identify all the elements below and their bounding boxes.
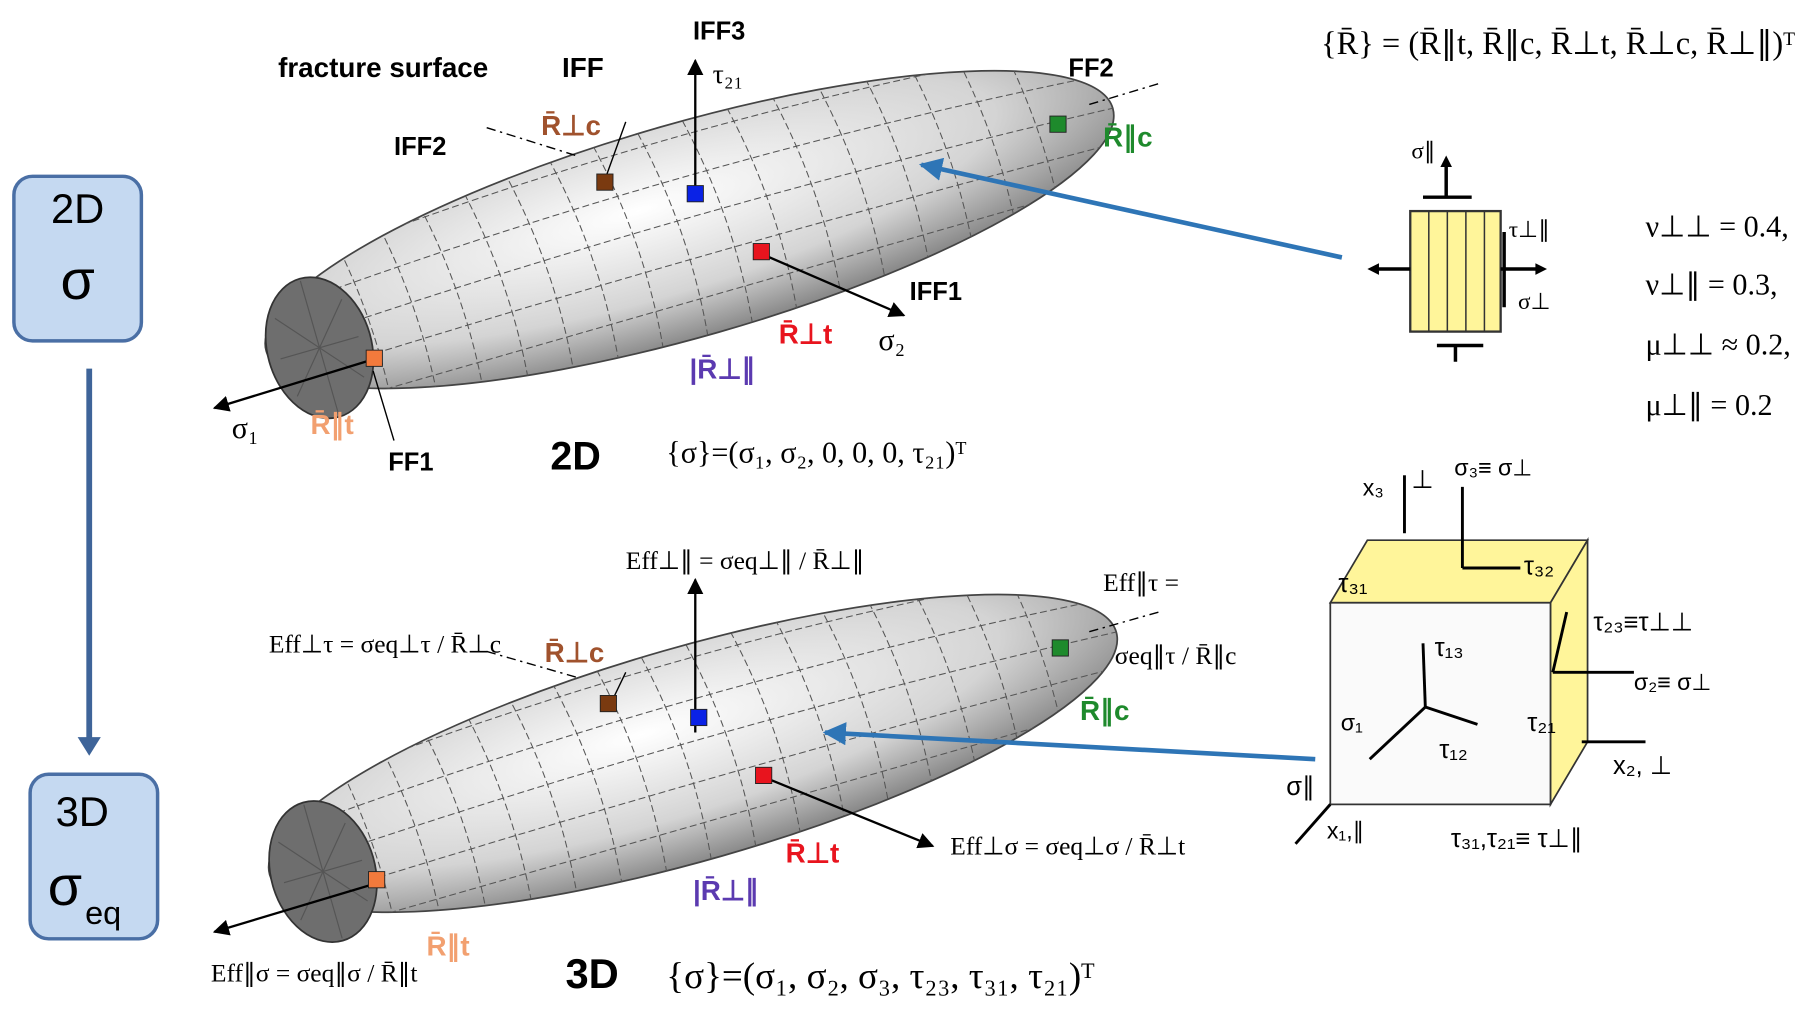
- label: IFF: [562, 52, 604, 83]
- label: σ₂≡ σ⊥: [1634, 669, 1712, 695]
- label: IFF2: [394, 133, 446, 161]
- label: x₃: [1363, 474, 1384, 500]
- label: σ₁: [232, 411, 259, 445]
- label: σ₂: [878, 323, 905, 357]
- label: Eff⊥τ = σeq⊥τ / R̄⊥c: [269, 630, 501, 659]
- label: 3D: [565, 950, 618, 997]
- label: σ∥: [1411, 138, 1435, 164]
- label: ν⊥∥ = 0.3,: [1645, 267, 1777, 301]
- label: x₂, ⊥: [1613, 752, 1672, 780]
- label: σ∥: [1286, 773, 1314, 801]
- label: IFF1: [910, 278, 962, 306]
- label: {σ}=(σ₁, σ₂, 0, 0, 0, τ₂₁)ᵀ: [666, 435, 966, 469]
- label: R̄⊥t: [779, 319, 833, 350]
- label: fracture surface: [278, 52, 488, 83]
- label: Eff∥τ =: [1103, 568, 1179, 597]
- label: R̄∥c: [1080, 695, 1129, 727]
- diagram: 2Dσ3Dσeqfracture surfaceIFFIFF3τ₂₁FF2R̄∥…: [0, 0, 1817, 1012]
- label: R̄⊥c: [545, 637, 605, 668]
- label: 2D: [550, 434, 600, 478]
- label: 3D: [56, 788, 109, 835]
- label: |R̄⊥∥: [693, 875, 759, 907]
- label: σ₁: [1341, 710, 1363, 736]
- label: eq: [85, 895, 121, 931]
- label: μ⊥⊥ ≈ 0.2,: [1645, 328, 1790, 362]
- label: Eff∥σ = σeq∥σ / R̄∥t: [211, 959, 418, 988]
- label: |R̄⊥∥: [689, 353, 755, 385]
- label: σ₃≡ σ⊥: [1454, 455, 1532, 481]
- flow-arrow-head: [78, 737, 101, 756]
- label: IFF3: [693, 17, 745, 45]
- ud-element: [1367, 155, 1547, 361]
- label: σ: [60, 249, 94, 311]
- label: ⊥: [1411, 466, 1433, 494]
- label: τ₂₁: [1527, 709, 1556, 737]
- label: μ⊥∥ = 0.2: [1645, 388, 1772, 422]
- label: R̄⊥t: [786, 838, 840, 869]
- label: FF2: [1068, 54, 1113, 82]
- label: {R̄} = (R̄∥t, R̄∥c, R̄⊥t, R̄⊥c, R̄⊥∥)ᵀ: [1321, 26, 1795, 62]
- label: x₁,∥: [1327, 817, 1364, 843]
- label: Eff⊥σ = σeq⊥σ / R̄⊥t: [950, 831, 1185, 860]
- label: τ₁₃: [1435, 634, 1464, 662]
- label: {σ}=(σ₁, σ₂, σ₃, τ₂₃, τ₃₁, τ₂₁)ᵀ: [666, 956, 1095, 997]
- label: R̄∥t: [311, 409, 354, 441]
- label: τ₃₁,τ₂₁≡ τ⊥∥: [1451, 825, 1583, 853]
- label: σeq∥τ / R̄∥c: [1115, 641, 1237, 670]
- label: τ₂₁: [713, 59, 744, 90]
- label: τ₂₃≡τ⊥⊥: [1593, 608, 1693, 636]
- label: τ₃₂: [1524, 553, 1554, 581]
- label: R̄∥c: [1103, 122, 1152, 154]
- label: R̄∥t: [426, 930, 469, 962]
- label: Eff⊥∥ = σeq⊥∥ / R̄⊥∥: [626, 546, 865, 575]
- label: σ: [48, 855, 82, 917]
- label: 2D: [51, 185, 104, 232]
- label: τ₁₂: [1439, 736, 1468, 764]
- label: σ⊥: [1518, 289, 1551, 315]
- ud-cube: [1296, 475, 1646, 843]
- label: FF1: [388, 448, 433, 476]
- label: R̄⊥c: [541, 110, 601, 141]
- label: τ₃₁: [1338, 570, 1367, 598]
- label: τ⊥∥: [1509, 217, 1550, 243]
- label: ν⊥⊥ = 0.4,: [1645, 210, 1788, 244]
- fracture-body-3d: [240, 530, 1145, 978]
